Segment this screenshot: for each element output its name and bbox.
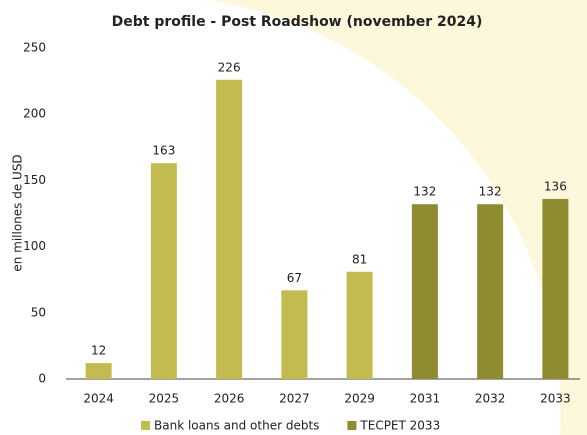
bar — [150, 163, 177, 379]
x-tick-label: 2029 — [344, 392, 375, 406]
x-tick-label: 2027 — [279, 392, 310, 406]
bar — [542, 198, 569, 379]
x-tick-label: 2025 — [149, 392, 180, 406]
data-label: 136 — [544, 179, 567, 193]
y-tick-label: 0 — [38, 372, 46, 386]
y-tick-label: 50 — [31, 305, 46, 319]
data-label: 67 — [287, 271, 302, 285]
x-tick-label: 2032 — [475, 392, 506, 406]
background-shape — [150, 365, 330, 435]
y-tick-label: 100 — [23, 239, 46, 253]
y-tick-label: 250 — [23, 41, 46, 55]
bar — [477, 204, 504, 379]
data-label: 81 — [352, 252, 367, 266]
data-label: 12 — [91, 344, 106, 358]
y-tick-label: 150 — [23, 173, 46, 187]
legend-label: Bank loans and other debts — [154, 419, 319, 433]
data-label: 132 — [479, 185, 502, 199]
x-tick-label: 2031 — [410, 392, 441, 406]
x-tick-label: 2026 — [214, 392, 245, 406]
y-axis-label: en millones de USD — [11, 154, 25, 271]
legend-swatch — [141, 421, 150, 430]
bar — [346, 271, 373, 379]
bar — [216, 79, 243, 379]
background-shape — [210, 0, 587, 435]
bar — [281, 290, 308, 379]
data-label: 163 — [152, 144, 175, 158]
chart-title: Debt profile - Post Roadshow (november 2… — [112, 14, 483, 30]
x-tick-label: 2033 — [540, 392, 571, 406]
data-label: 226 — [218, 60, 241, 74]
legend-swatch — [347, 421, 357, 430]
bar — [411, 204, 438, 379]
x-tick-label: 2024 — [83, 392, 114, 406]
y-tick-label: 200 — [23, 107, 46, 121]
legend-label: TECPET 2033 — [359, 419, 440, 433]
bar — [85, 363, 112, 379]
data-label: 132 — [413, 185, 436, 199]
